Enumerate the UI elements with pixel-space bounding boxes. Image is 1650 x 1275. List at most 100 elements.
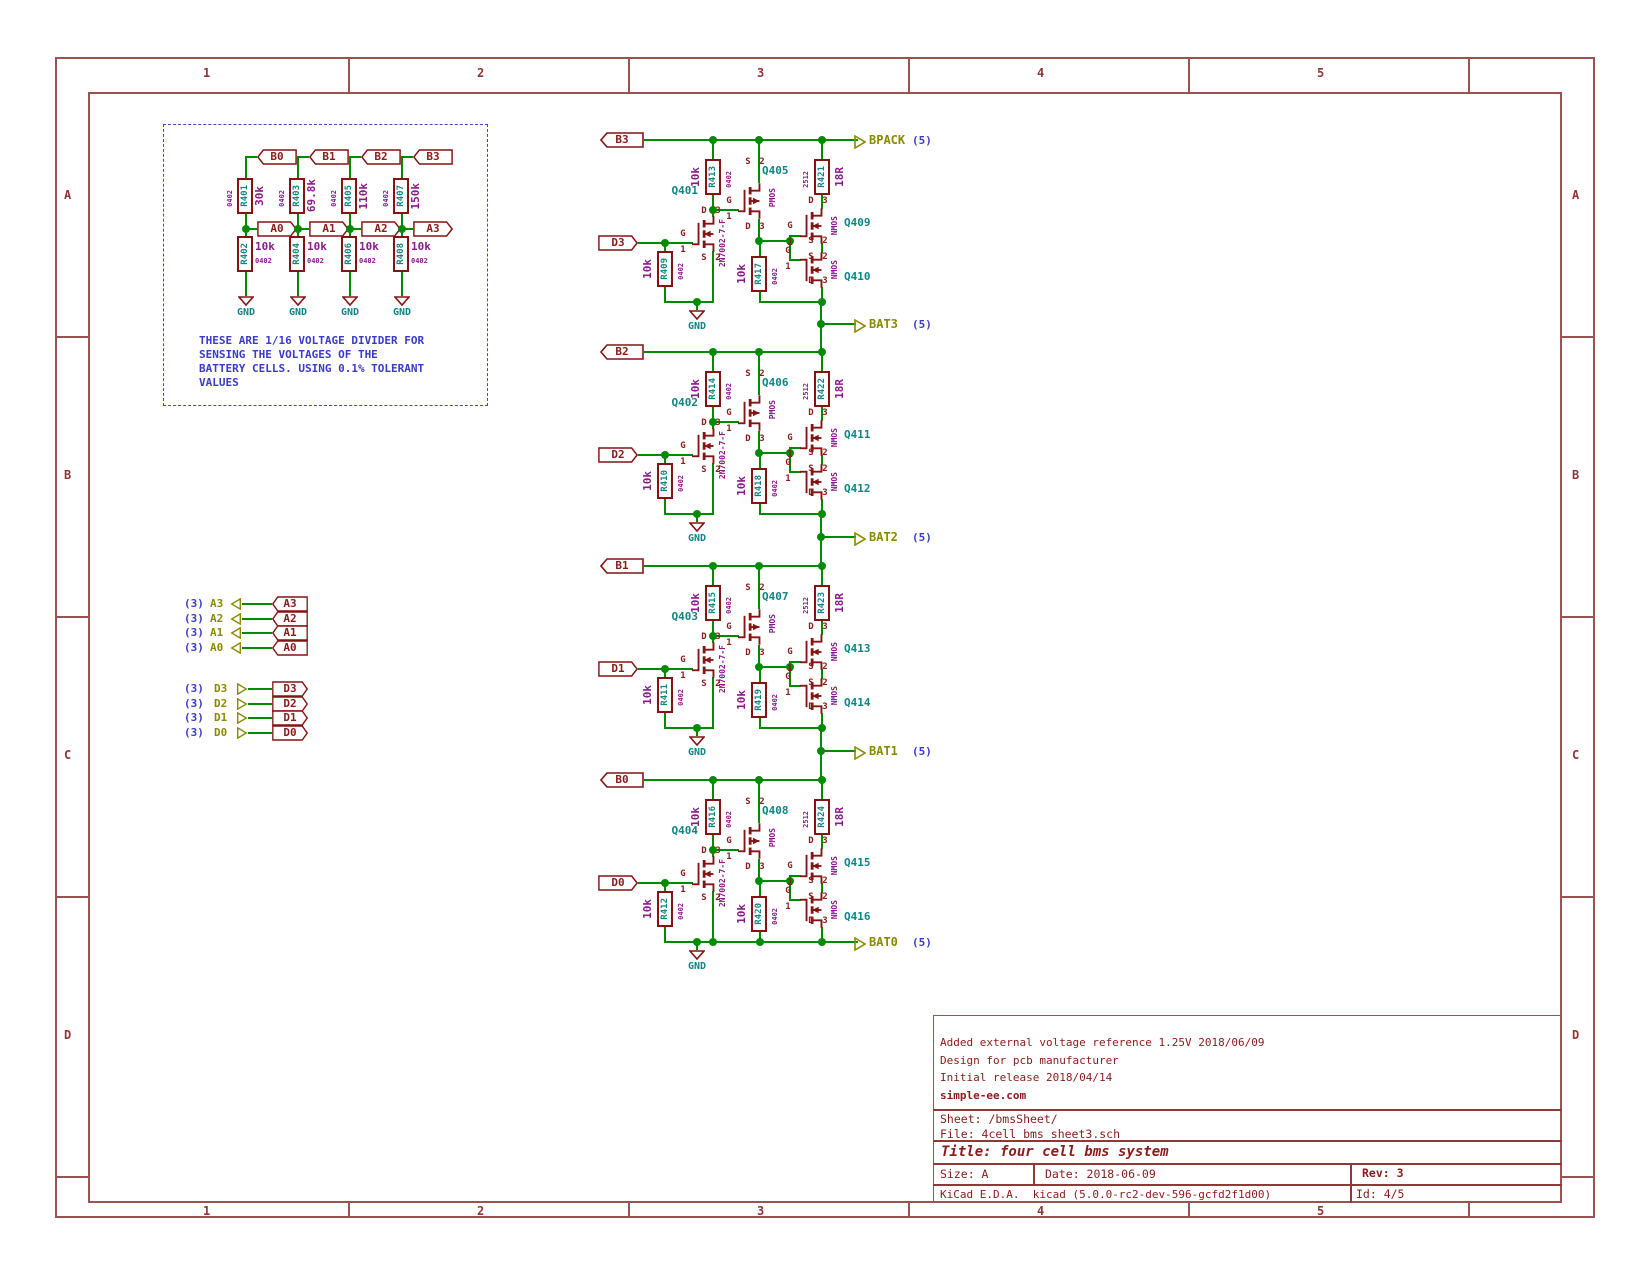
hier-label-a[interactable]: A1 <box>309 221 349 237</box>
wire[interactable] <box>759 291 761 302</box>
hier-label-b[interactable]: B0 <box>257 149 297 165</box>
wire[interactable] <box>245 156 257 158</box>
resistor-body[interactable] <box>341 236 357 272</box>
pmos-transistor-icon[interactable] <box>738 183 766 219</box>
wire[interactable] <box>759 881 761 897</box>
wire[interactable] <box>821 406 823 421</box>
wire[interactable] <box>758 566 760 609</box>
nmos-transistor-icon[interactable] <box>692 428 720 464</box>
wire[interactable] <box>759 453 761 469</box>
nmos-transistor-icon[interactable] <box>800 464 828 500</box>
nmos-transistor-icon[interactable] <box>800 420 828 456</box>
wire[interactable] <box>401 214 403 229</box>
cell-stage-block[interactable]: B0 D0 R416 10k 0402 R424 18R 2512 R412 1… <box>598 766 871 981</box>
wire[interactable] <box>664 926 666 942</box>
nmos-transistor-icon[interactable] <box>800 252 828 288</box>
global-label[interactable]: D2 <box>214 697 228 710</box>
resistor-body[interactable] <box>657 251 673 287</box>
wire[interactable] <box>297 229 299 236</box>
wire[interactable] <box>789 875 801 877</box>
wire[interactable] <box>760 666 791 668</box>
wire[interactable] <box>712 834 714 851</box>
hier-label-b[interactable]: B2 <box>361 149 401 165</box>
resistor-body[interactable] <box>751 682 767 718</box>
wire[interactable] <box>759 941 823 943</box>
resistor-body[interactable] <box>751 468 767 504</box>
wire[interactable] <box>789 236 791 261</box>
wire[interactable] <box>821 566 823 585</box>
wire[interactable] <box>712 463 714 514</box>
resistor-body[interactable] <box>237 236 253 272</box>
global-label-text[interactable]: BAT3 <box>869 317 898 331</box>
wire[interactable] <box>759 667 761 683</box>
global-label[interactable]: A2 <box>210 612 224 625</box>
wire[interactable] <box>644 351 824 353</box>
hier-label[interactable]: A3 <box>272 596 308 612</box>
wire[interactable] <box>644 565 824 567</box>
global-label[interactable]: A0 <box>210 641 224 654</box>
wire[interactable] <box>759 727 823 729</box>
wire[interactable] <box>760 880 791 882</box>
battery-tap-label[interactable]: BAT3 (5) <box>854 317 974 333</box>
wire[interactable] <box>664 669 666 678</box>
hier-label[interactable]: A1 <box>272 625 308 641</box>
wire[interactable] <box>644 779 824 781</box>
wire[interactable] <box>349 272 351 296</box>
wire[interactable] <box>712 566 714 585</box>
wire[interactable] <box>401 229 403 236</box>
battery-tap-label[interactable]: BAT2 (5) <box>854 530 974 546</box>
wire[interactable] <box>242 647 272 649</box>
signal-row-d[interactable]: (3) D0 D0 <box>184 724 314 741</box>
wire[interactable] <box>245 229 247 236</box>
wire[interactable] <box>349 214 351 229</box>
wire[interactable] <box>664 513 714 515</box>
wire[interactable] <box>664 301 714 303</box>
hier-label-a[interactable]: A0 <box>257 221 297 237</box>
wire[interactable] <box>821 140 823 159</box>
wire[interactable] <box>248 732 272 734</box>
wire[interactable] <box>712 677 714 728</box>
global-label[interactable]: A1 <box>210 626 224 639</box>
wire[interactable] <box>821 780 823 799</box>
signal-row-a[interactable]: (3) A3 A3 <box>184 595 314 612</box>
hier-label-b[interactable]: B0 <box>600 772 644 788</box>
nmos-transistor-icon[interactable] <box>692 642 720 678</box>
wire[interactable] <box>821 455 823 465</box>
resistor-body[interactable] <box>289 236 305 272</box>
resistor-body[interactable] <box>657 463 673 499</box>
hier-label[interactable]: D3 <box>272 681 308 697</box>
wire[interactable] <box>821 287 823 302</box>
global-label-text[interactable]: BAT0 <box>869 935 898 949</box>
resistor-body[interactable] <box>705 371 721 407</box>
wire[interactable] <box>712 620 714 637</box>
hier-label-b[interactable]: B1 <box>309 149 349 165</box>
cell-stage-block[interactable]: B2 D2 R414 10k 0402 R422 18R 2512 R410 1… <box>598 338 871 553</box>
wire[interactable] <box>821 499 823 514</box>
wire[interactable] <box>297 272 299 296</box>
resistor-body[interactable] <box>237 178 253 214</box>
wire[interactable] <box>821 927 823 942</box>
wire[interactable] <box>714 941 760 943</box>
wire[interactable] <box>759 503 761 514</box>
wire[interactable] <box>822 323 856 325</box>
gnd-icon[interactable] <box>342 296 358 306</box>
gnd-icon[interactable] <box>290 296 306 306</box>
wire[interactable] <box>789 661 801 663</box>
wire[interactable] <box>760 452 791 454</box>
nmos-transistor-icon[interactable] <box>800 848 828 884</box>
resistor-body[interactable] <box>393 178 409 214</box>
hier-label[interactable]: A0 <box>272 640 308 656</box>
nmos-transistor-icon[interactable] <box>800 634 828 670</box>
wire[interactable] <box>245 272 247 296</box>
resistor-body[interactable] <box>289 178 305 214</box>
resistor-body[interactable] <box>705 159 721 195</box>
wire[interactable] <box>758 431 760 454</box>
wire[interactable] <box>789 685 801 687</box>
wire[interactable] <box>248 688 272 690</box>
gnd-icon[interactable] <box>238 296 254 306</box>
signal-row-a[interactable]: (3) A1 A1 <box>184 624 314 641</box>
gnd-icon[interactable] <box>689 310 705 320</box>
wire[interactable] <box>401 157 403 178</box>
pmos-transistor-icon[interactable] <box>738 609 766 645</box>
